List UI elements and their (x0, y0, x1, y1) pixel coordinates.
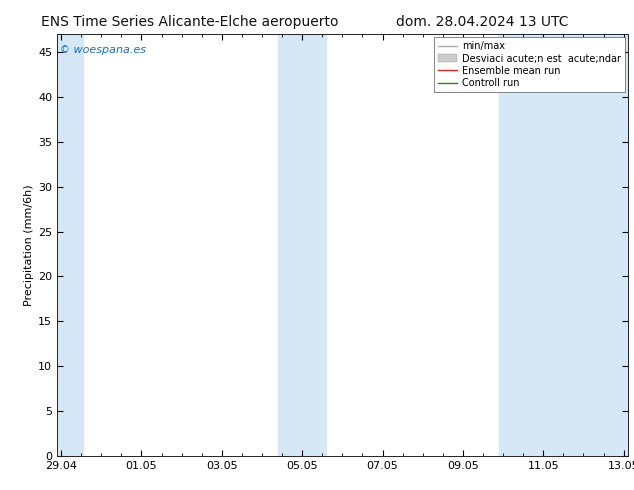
Y-axis label: Precipitation (mm/6h): Precipitation (mm/6h) (24, 184, 34, 306)
Text: ©: © (60, 45, 70, 55)
Text: ENS Time Series Alicante-Elche aeropuerto: ENS Time Series Alicante-Elche aeropuert… (41, 15, 339, 29)
Bar (278, 34, 327, 456)
Text: dom. 28.04.2024 13 UTC: dom. 28.04.2024 13 UTC (396, 15, 568, 29)
Bar (57, 34, 83, 456)
Legend: min/max, Desviaci acute;n est  acute;ndar, Ensemble mean run, Controll run: min/max, Desviaci acute;n est acute;ndar… (434, 37, 624, 92)
Bar (499, 34, 628, 456)
Text: woespana.es: woespana.es (70, 45, 146, 55)
